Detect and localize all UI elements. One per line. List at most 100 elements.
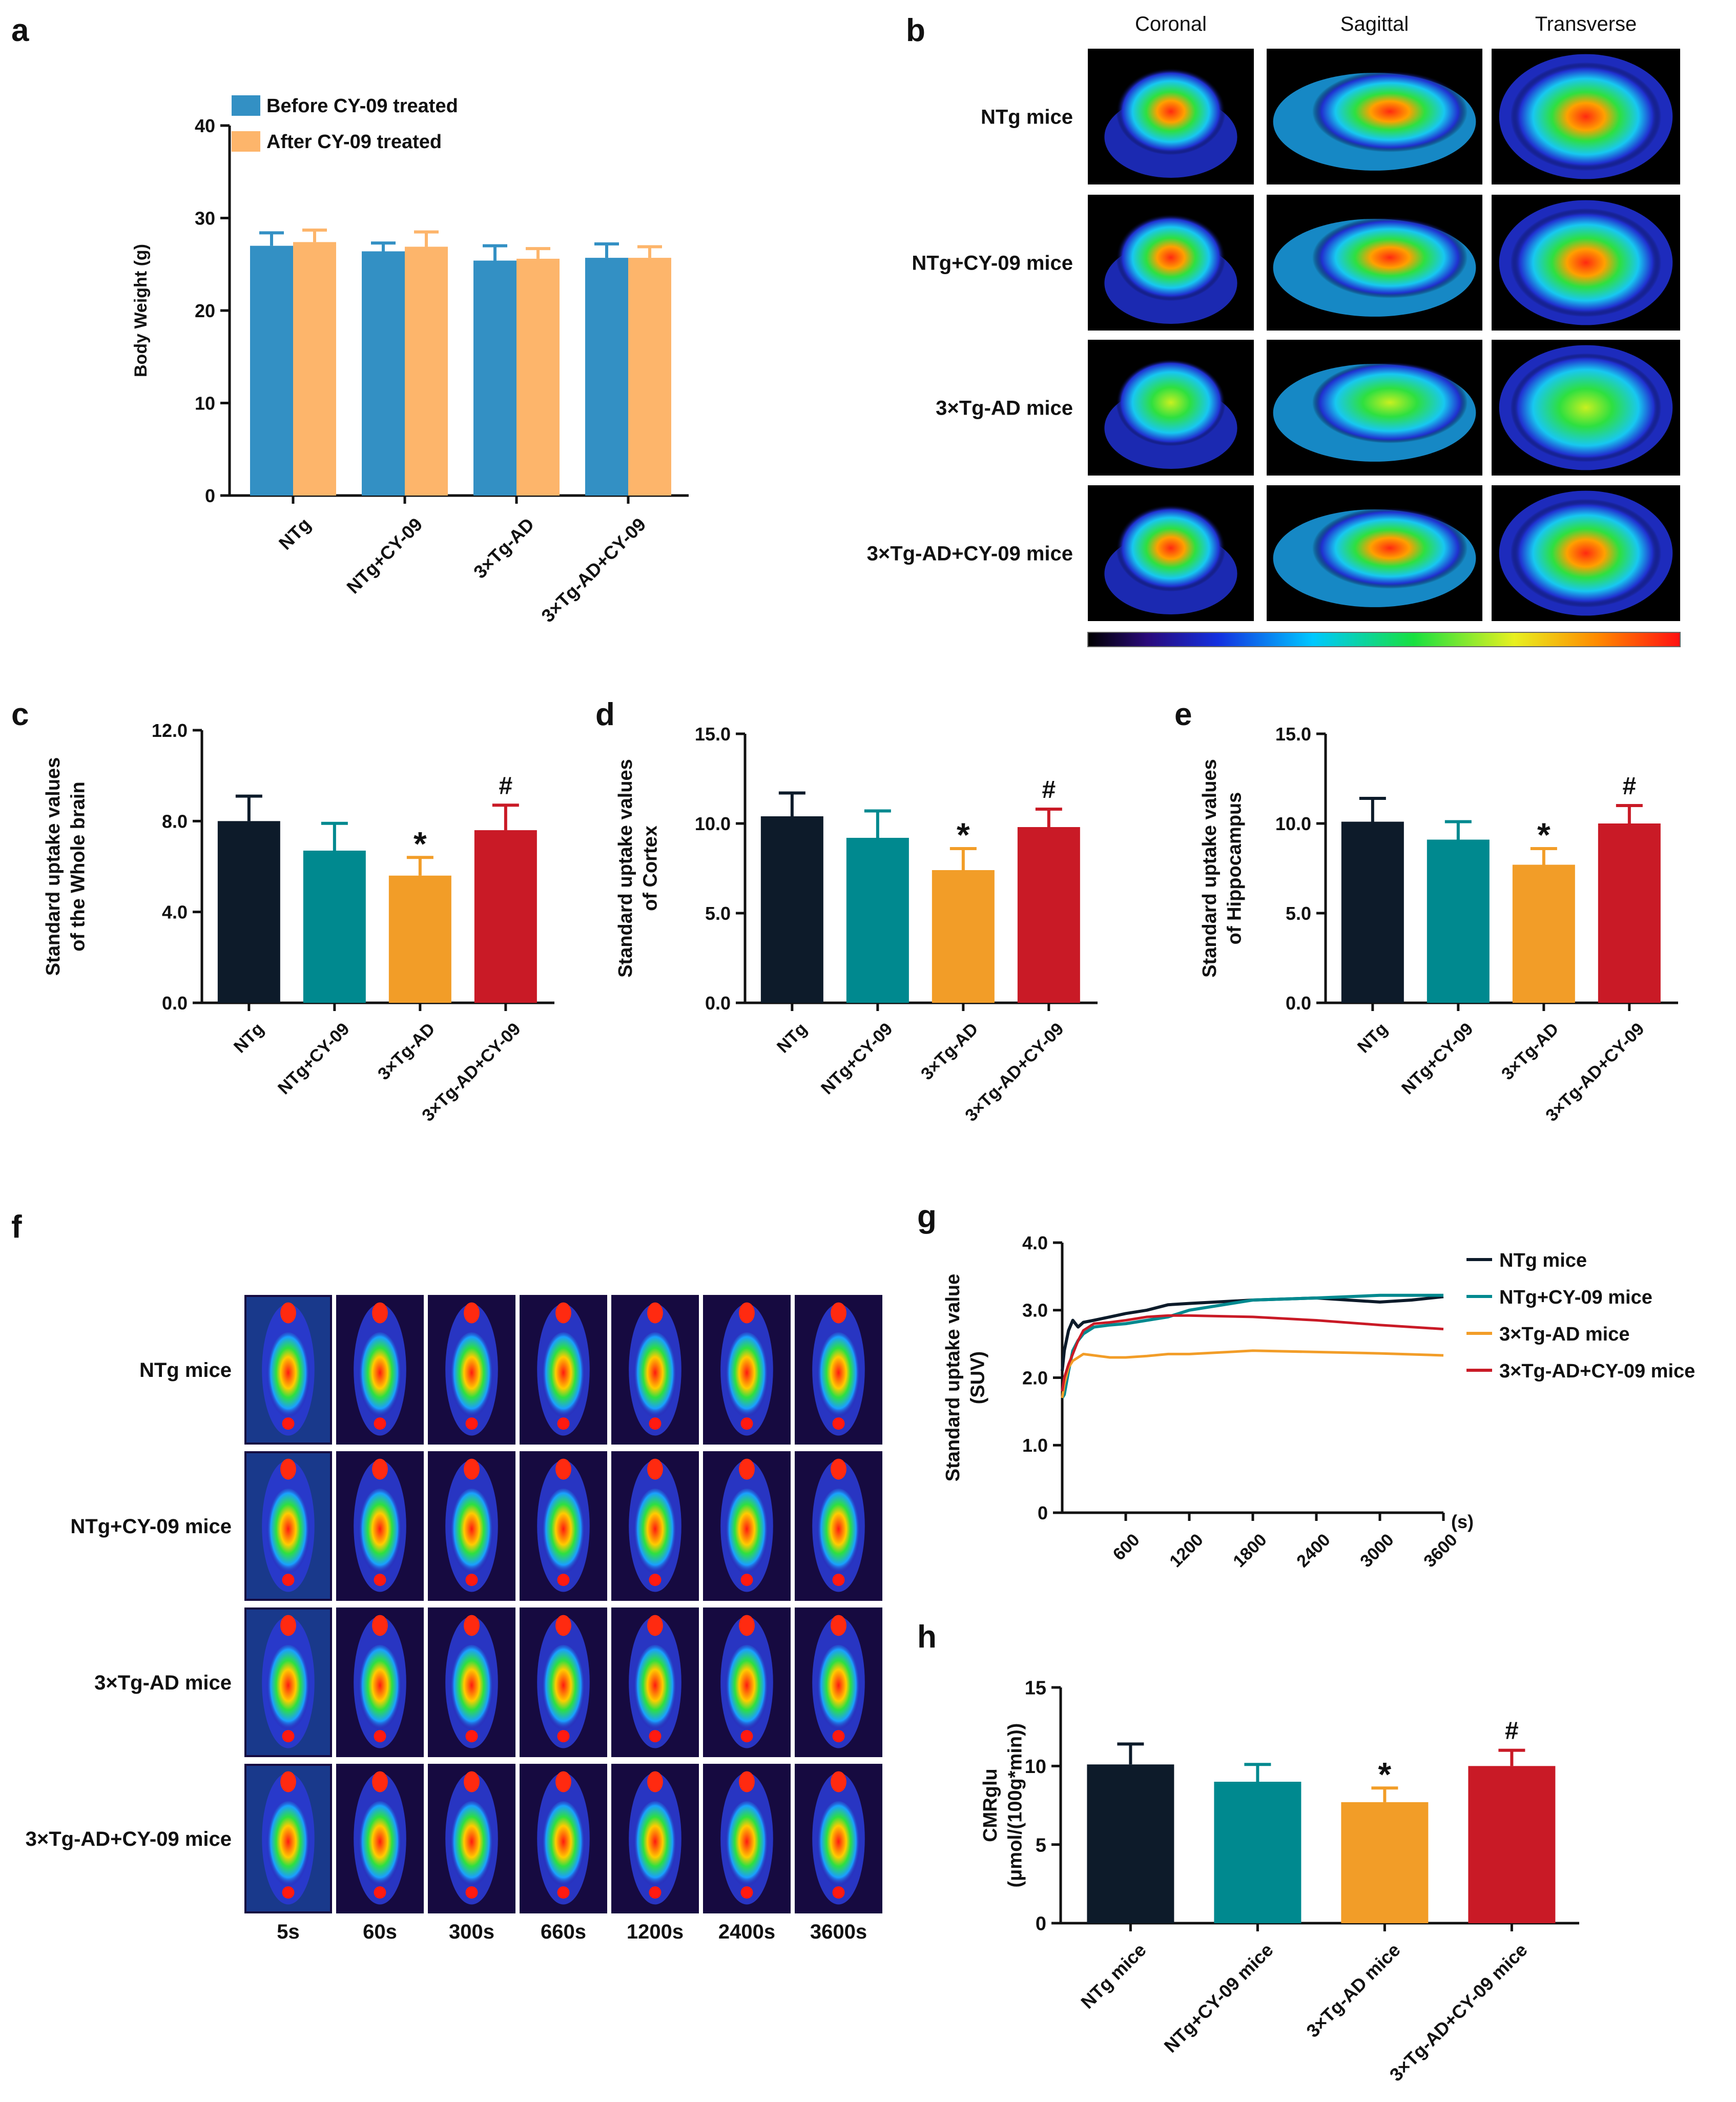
panel-h-y-tick-label: 0 [1036,1913,1046,1935]
panel-f-body-scan [725,1801,769,1891]
panel-e-y-axis-label: of Hippocampus [1224,792,1246,945]
panel-f-head-hotspot [739,1302,755,1324]
panel-f-body-scan [633,1489,677,1579]
panel-b-row-label: NTg mice [981,106,1073,129]
panel-f-whole-body-pet-images: NTg mice NTg+CY-09 mice 3×Tg-AD mice 3×Tg-A… [26,1295,882,1943]
panel-f-bladder-hotspot [832,1574,845,1586]
panel-e-bar-1 [1427,839,1490,1003]
panel-a-bar-0-0 [250,245,293,496]
panel-f-head-hotspot [739,1771,755,1792]
panel-f-body-scan [725,1332,769,1423]
panel-g-y-tick-label: 4.0 [1022,1232,1048,1253]
panel-b-scan-brain [1116,214,1226,301]
panel-g-y-tick-label: 0 [1038,1502,1048,1523]
panel-b-scan-brain [1116,359,1226,446]
panel-b-scan-brain [1510,353,1662,462]
panel-d-y-tick-label: 15.0 [695,724,731,745]
panel-d-y-tick-label: 0.0 [705,993,731,1014]
panel-f-bladder-hotspot [465,1730,478,1743]
panel-f-bladder-hotspot [649,1730,662,1743]
panel-h-y-tick-label: 15 [1025,1678,1046,1699]
panel-d-category-label: NTg [773,1019,811,1057]
panel-g-y-tick-label: 1.0 [1022,1435,1048,1456]
panel-g-y-tick-label: 3.0 [1022,1300,1048,1321]
panel-f-head-hotspot [647,1771,663,1792]
panel-g-x-tick-label: 1200 [1166,1530,1207,1571]
panel-d-y-axis-label: of Cortex [640,826,662,911]
panel-d-y-tick-label: 10.0 [695,813,731,834]
panel-a-legend-swatch [232,95,260,116]
panel-c-y-tick-label: 4.0 [162,902,188,923]
panel-f-time-label: 300s [449,1921,494,1943]
panel-c-bar-3 [474,830,537,1003]
panel-f-time-label: 1200s [627,1921,684,1943]
panel-h-bar-0 [1087,1764,1174,1923]
panel-f-bladder-hotspot [832,1417,845,1430]
panel-label-d: d [595,697,615,732]
panel-f-bladder-hotspot [282,1730,295,1743]
panel-a-bar-1-0 [293,242,336,496]
panel-f-bladder-hotspot [557,1886,570,1899]
panel-f-bladder-hotspot [832,1730,845,1743]
panel-d-y-axis-label: Standard uptake values [615,759,636,978]
panel-a-bar-0-3 [585,258,628,496]
panel-g-series-line-3 [1061,1314,1444,1392]
panel-f-body-scan [816,1489,861,1579]
panel-h-y-axis-label: CMRglu [980,1768,1001,1842]
panel-g-series-line-0 [1061,1295,1444,1371]
panel-e-bar-3 [1598,823,1661,1003]
panel-h-category-label: NTg mice [1077,1939,1150,2013]
panel-f-body-scan [449,1489,494,1579]
panel-f-head-hotspot [372,1615,388,1636]
panel-f-head-hotspot [280,1302,296,1324]
panel-a-y-tick-label: 20 [195,300,215,321]
panel-h-bar-1 [1214,1782,1301,1923]
panel-f-bladder-hotspot [557,1574,570,1586]
panel-a-bar-1-3 [628,258,671,496]
panel-f-bladder-hotspot [649,1574,662,1586]
panel-f-bladder-hotspot [374,1886,386,1899]
panel-c-category-label: NTg+CY-09 [274,1019,353,1098]
panel-a-legend-label: After CY-09 treated [266,131,442,153]
panel-f-body-scan [449,1332,494,1423]
panel-f-body-scan [816,1645,861,1735]
panel-d-bar-0 [760,816,823,1003]
panel-b-scan-brain [1510,62,1662,171]
panel-g-x-tick-label: 3600 [1420,1530,1461,1571]
panel-f-body-scan [358,1332,402,1423]
panel-label-g: g [917,1199,937,1234]
panel-d-y-tick-label: 5.0 [705,903,731,924]
panel-g-x-tick-label: 1800 [1229,1530,1270,1571]
panel-f-head-hotspot [464,1302,480,1324]
panel-d-category-label: NTg+CY-09 [817,1019,896,1098]
panel-e-category-label: NTg [1354,1019,1392,1057]
panel-f-head-hotspot [647,1302,663,1324]
panel-d-category-label: 3×Tg-AD [917,1019,982,1084]
panel-b-scan-brain [1312,362,1468,443]
panel-g-series-line-1 [1061,1293,1443,1399]
panel-f-head-hotspot [464,1458,480,1480]
panel-d-bar-3 [1017,827,1080,1003]
panel-c-category-label: 3×Tg-AD [374,1019,439,1084]
panel-b-scan-brain [1312,217,1468,298]
panel-f-head-hotspot [831,1615,846,1636]
panel-c-category-label: NTg [230,1019,268,1057]
panel-g-suv-time-curve: Standard uptake value (SUV) 0 1.0 2.0 3.0 4.0 6… [942,1232,1695,1571]
panel-f-head-hotspot [647,1458,663,1480]
panel-f-body-scan [725,1489,769,1579]
panel-f-head-hotspot [280,1771,296,1792]
panel-h-category-label: 3×Tg-AD+CY-09 mice [1386,1939,1532,2085]
panel-d-bar-1 [846,838,909,1003]
panel-f-row-label: NTg mice [139,1359,232,1382]
panel-h-y-tick-label: 5 [1036,1835,1046,1856]
panel-f-body-scan [266,1489,311,1579]
panel-labels: a b c d e f g h [11,13,1192,1655]
panel-f-bladder-hotspot [649,1886,662,1899]
panel-h-significance-mark: * [1378,1755,1392,1793]
panel-c-bar-1 [303,850,366,1003]
panel-f-bladder-hotspot [282,1417,295,1430]
panel-a-category-label: 3×Tg-AD [469,513,538,582]
panel-f-body-scan [541,1801,586,1891]
panel-c-whole-brain-suv-chart: Standard uptake values of the Whole brain… [43,720,554,1125]
panel-f-head-hotspot [831,1302,846,1324]
